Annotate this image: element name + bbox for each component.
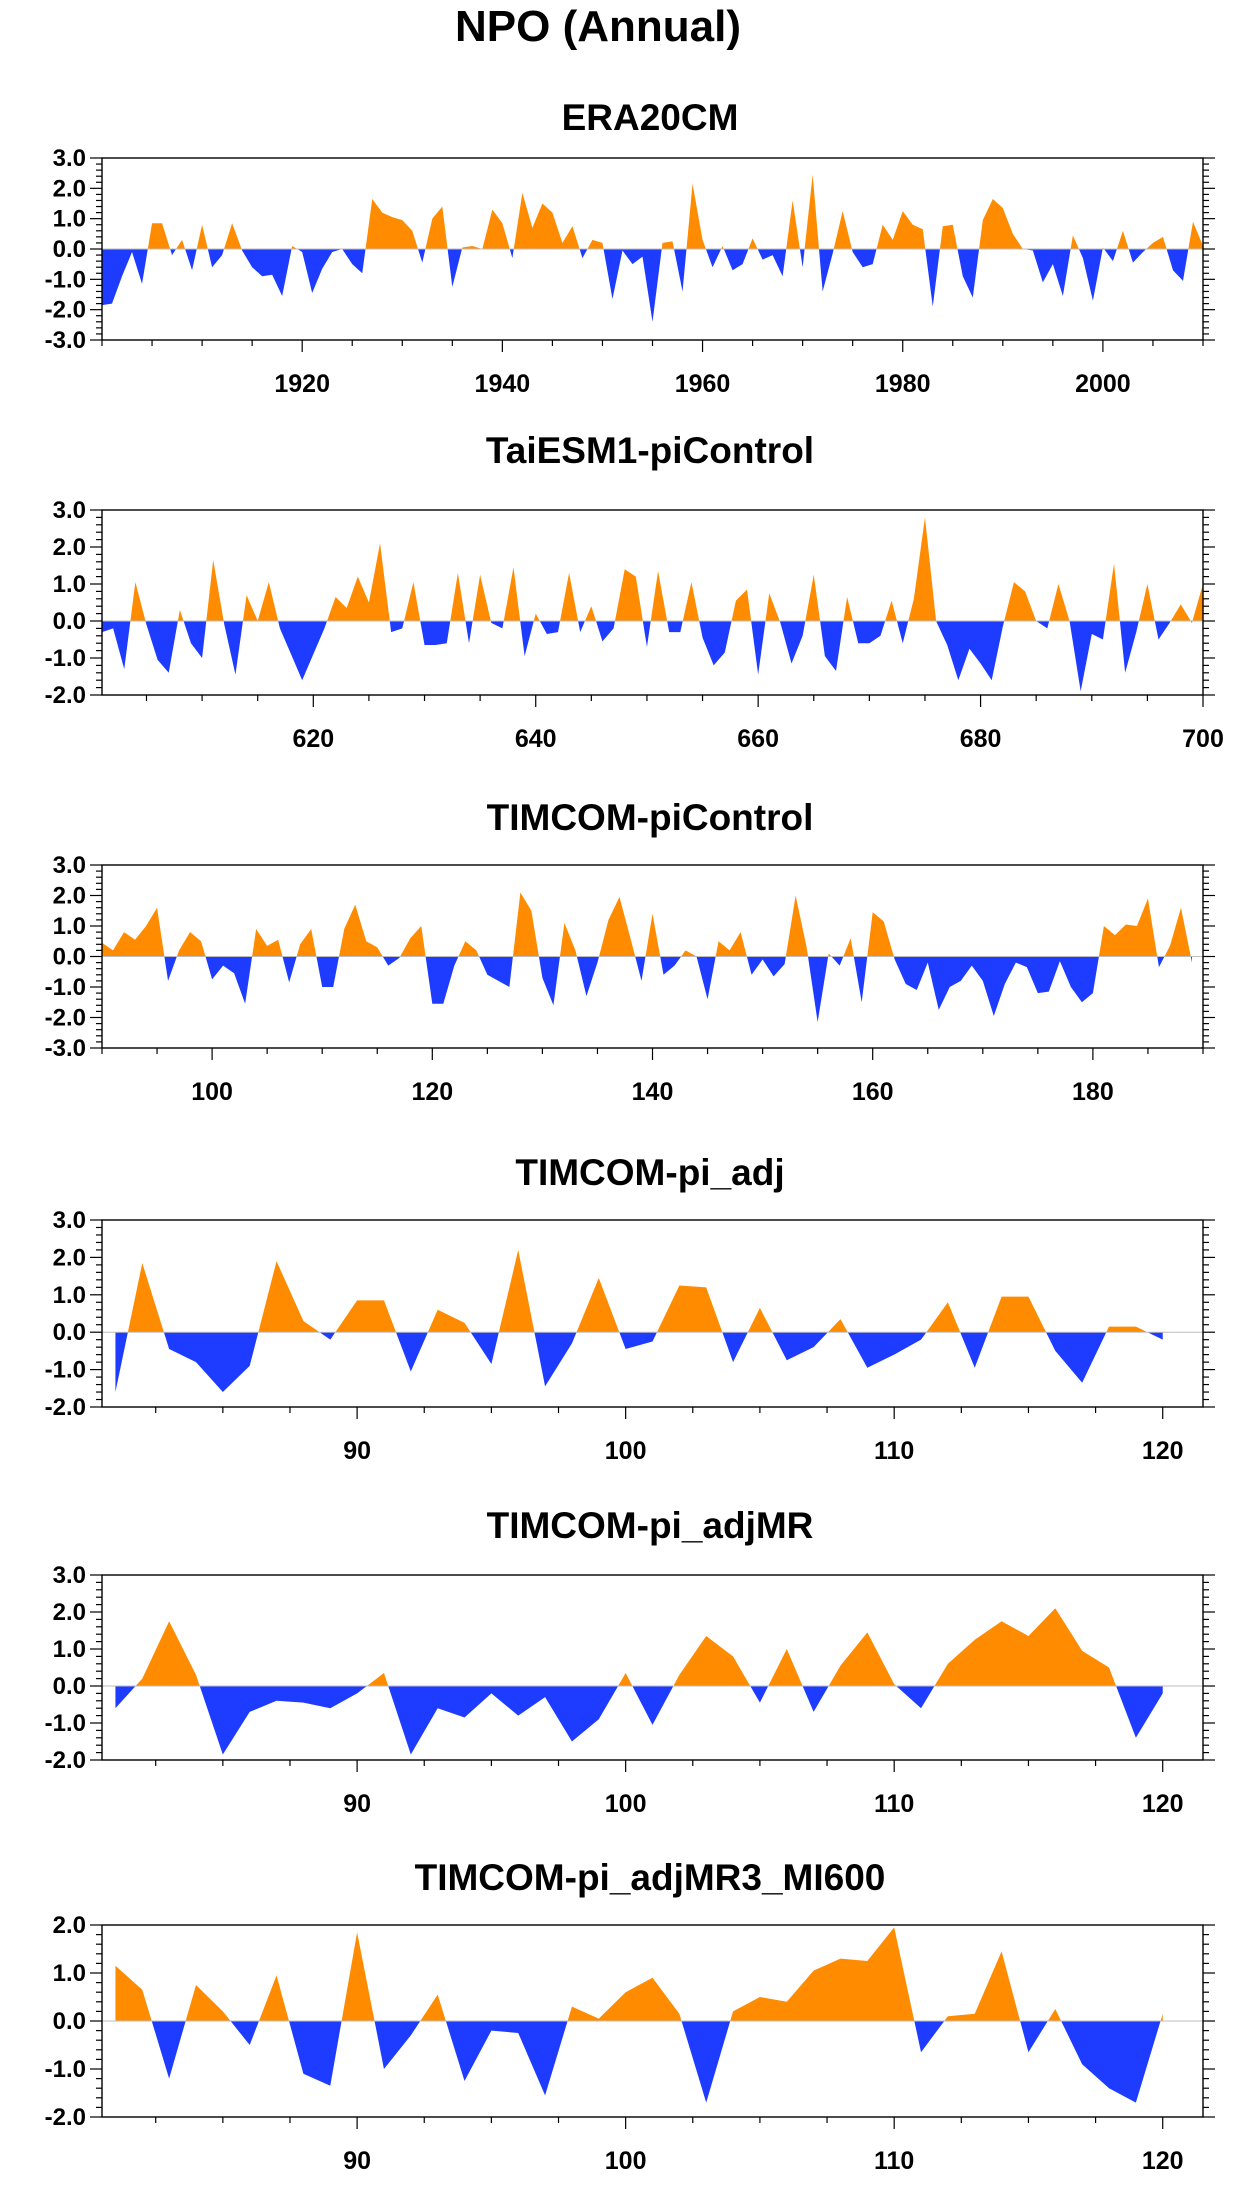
x-tick-label: 1960 bbox=[675, 370, 731, 398]
x-tick-label: 180 bbox=[1072, 1078, 1114, 1106]
negative-anomaly-area bbox=[115, 1686, 1163, 1755]
y-tick-label: -1.0 bbox=[45, 266, 86, 293]
x-tick-label: 140 bbox=[632, 1078, 674, 1106]
x-tick-label: 110 bbox=[874, 1437, 914, 1465]
panel-title: TIMCOM-pi_adjMR3_MI600 bbox=[415, 1857, 886, 1898]
y-tick-label: -2.0 bbox=[45, 1747, 86, 1774]
x-tick-label: 120 bbox=[411, 1078, 453, 1106]
negative-anomaly-area bbox=[115, 2021, 1163, 2103]
positive-anomaly-area bbox=[115, 1927, 1163, 2021]
panel-title: TaiESM1-piControl bbox=[486, 430, 814, 471]
y-tick-label: -3.0 bbox=[45, 1035, 86, 1062]
y-tick-label: 2.0 bbox=[53, 1599, 86, 1626]
x-tick-label: 100 bbox=[191, 1078, 233, 1106]
x-tick-label: 110 bbox=[874, 1790, 914, 1818]
y-tick-label: 0.0 bbox=[53, 1673, 86, 1700]
y-tick-label: -1.0 bbox=[45, 645, 86, 672]
y-tick-label: 0.0 bbox=[53, 2008, 86, 2035]
y-tick-label: -2.0 bbox=[45, 2104, 86, 2131]
y-tick-label: 1.0 bbox=[53, 1282, 86, 1309]
y-tick-label: 3.0 bbox=[53, 1207, 86, 1234]
y-tick-label: 3.0 bbox=[53, 852, 86, 879]
x-tick-label: 120 bbox=[1142, 2147, 1184, 2175]
panel-title: TIMCOM-pi_adj bbox=[515, 1152, 784, 1193]
y-tick-label: 2.0 bbox=[53, 1912, 86, 1939]
x-tick-label: 120 bbox=[1142, 1790, 1184, 1818]
x-tick-label: 90 bbox=[343, 1790, 371, 1818]
plot-frame bbox=[101, 1574, 1204, 1761]
negative-anomaly-area bbox=[102, 249, 1203, 322]
x-tick-label: 1940 bbox=[475, 370, 531, 398]
chart-panel-timcom-pi-adjmr: TIMCOM-pi_adjMR 3.0 2.0 1.0 0.0 -1.0 -2.0 90 100… bbox=[45, 1505, 1215, 1818]
figure-title: NPO (Annual) bbox=[455, 2, 741, 51]
x-tick-label: 160 bbox=[852, 1078, 894, 1106]
positive-anomaly-area bbox=[115, 1608, 1163, 1686]
y-tick-label: 1.0 bbox=[53, 1960, 86, 1987]
x-tick-label: 660 bbox=[737, 725, 779, 753]
chart-panel-timcom-pi-adjmr3-mi600: TIMCOM-pi_adjMR3_MI600 2.0 1.0 0.0 -1.0 -2.0 9… bbox=[45, 1857, 1215, 2175]
y-tick-label: -2.0 bbox=[45, 682, 86, 709]
panel-title: TIMCOM-piControl bbox=[487, 797, 814, 838]
plot-frame bbox=[101, 509, 1204, 696]
y-tick-label: 2.0 bbox=[53, 1244, 86, 1271]
y-tick-label: -1.0 bbox=[45, 1357, 86, 1384]
y-tick-label: -1.0 bbox=[45, 2056, 86, 2083]
chart-panel-era20cm: ERA20CM 3.0 2.0 1.0 0.0 -1.0 -2.0 -3.0 1920 1940 1… bbox=[45, 97, 1215, 398]
positive-anomaly-area bbox=[102, 517, 1203, 621]
negative-anomaly-area bbox=[115, 1332, 1163, 1393]
panel-title: TIMCOM-pi_adjMR bbox=[487, 1505, 814, 1546]
x-tick-label: 700 bbox=[1182, 725, 1224, 753]
y-tick-label: -1.0 bbox=[45, 974, 86, 1001]
y-tick-label: -2.0 bbox=[45, 1005, 86, 1032]
y-tick-label: 2.0 bbox=[53, 883, 86, 910]
y-tick-label: 0.0 bbox=[53, 1319, 86, 1346]
x-tick-label: 640 bbox=[515, 725, 557, 753]
y-tick-label: 1.0 bbox=[53, 913, 86, 940]
y-tick-label: 3.0 bbox=[53, 497, 86, 524]
chart-panel-timcom-pi-adj: TIMCOM-pi_adj 3.0 2.0 1.0 0.0 -1.0 -2.0 90 100 11… bbox=[45, 1152, 1215, 1465]
y-tick-label: 1.0 bbox=[53, 206, 86, 233]
plot-frame bbox=[101, 1219, 1204, 1408]
y-tick-label: 3.0 bbox=[53, 145, 86, 172]
chart-panel-timcom-picontrol: TIMCOM-piControl 3.0 2.0 1.0 0.0 -1.0 -2.0 -3.0… bbox=[45, 797, 1215, 1106]
negative-anomaly-area bbox=[102, 621, 1203, 692]
y-tick-label: 1.0 bbox=[53, 571, 86, 598]
x-tick-label: 1920 bbox=[274, 370, 330, 398]
y-tick-label: 0.0 bbox=[53, 608, 86, 635]
chart-panel-taiesm1-picontrol: TaiESM1-piControl 3.0 2.0 1.0 0.0 -1.0 -2.0 620… bbox=[45, 430, 1224, 753]
y-tick-label: 2.0 bbox=[53, 534, 86, 561]
y-tick-label: 0.0 bbox=[53, 944, 86, 971]
x-tick-label: 100 bbox=[605, 2147, 647, 2175]
x-tick-label: 90 bbox=[343, 1437, 371, 1465]
x-tick-label: 620 bbox=[292, 725, 334, 753]
positive-anomaly-area bbox=[127, 1249, 1148, 1333]
y-tick-label: -3.0 bbox=[45, 327, 86, 354]
y-tick-label: 0.0 bbox=[53, 236, 86, 263]
x-tick-label: 100 bbox=[605, 1437, 647, 1465]
y-tick-label: 2.0 bbox=[53, 175, 86, 202]
y-tick-label: 3.0 bbox=[53, 1562, 86, 1589]
x-tick-label: 680 bbox=[960, 725, 1002, 753]
x-tick-label: 90 bbox=[343, 2147, 371, 2175]
negative-anomaly-area bbox=[102, 956, 1192, 1023]
x-tick-label: 100 bbox=[605, 1790, 647, 1818]
y-tick-label: 1.0 bbox=[53, 1636, 86, 1663]
y-tick-label: -2.0 bbox=[45, 1394, 86, 1421]
x-tick-label: 110 bbox=[874, 2147, 914, 2175]
x-tick-label: 120 bbox=[1142, 1437, 1184, 1465]
x-tick-label: 1980 bbox=[875, 370, 931, 398]
x-tick-label: 2000 bbox=[1075, 370, 1131, 398]
panel-title: ERA20CM bbox=[562, 97, 739, 138]
positive-anomaly-area bbox=[102, 174, 1203, 249]
y-tick-label: -1.0 bbox=[45, 1710, 86, 1737]
y-tick-label: -2.0 bbox=[45, 297, 86, 324]
